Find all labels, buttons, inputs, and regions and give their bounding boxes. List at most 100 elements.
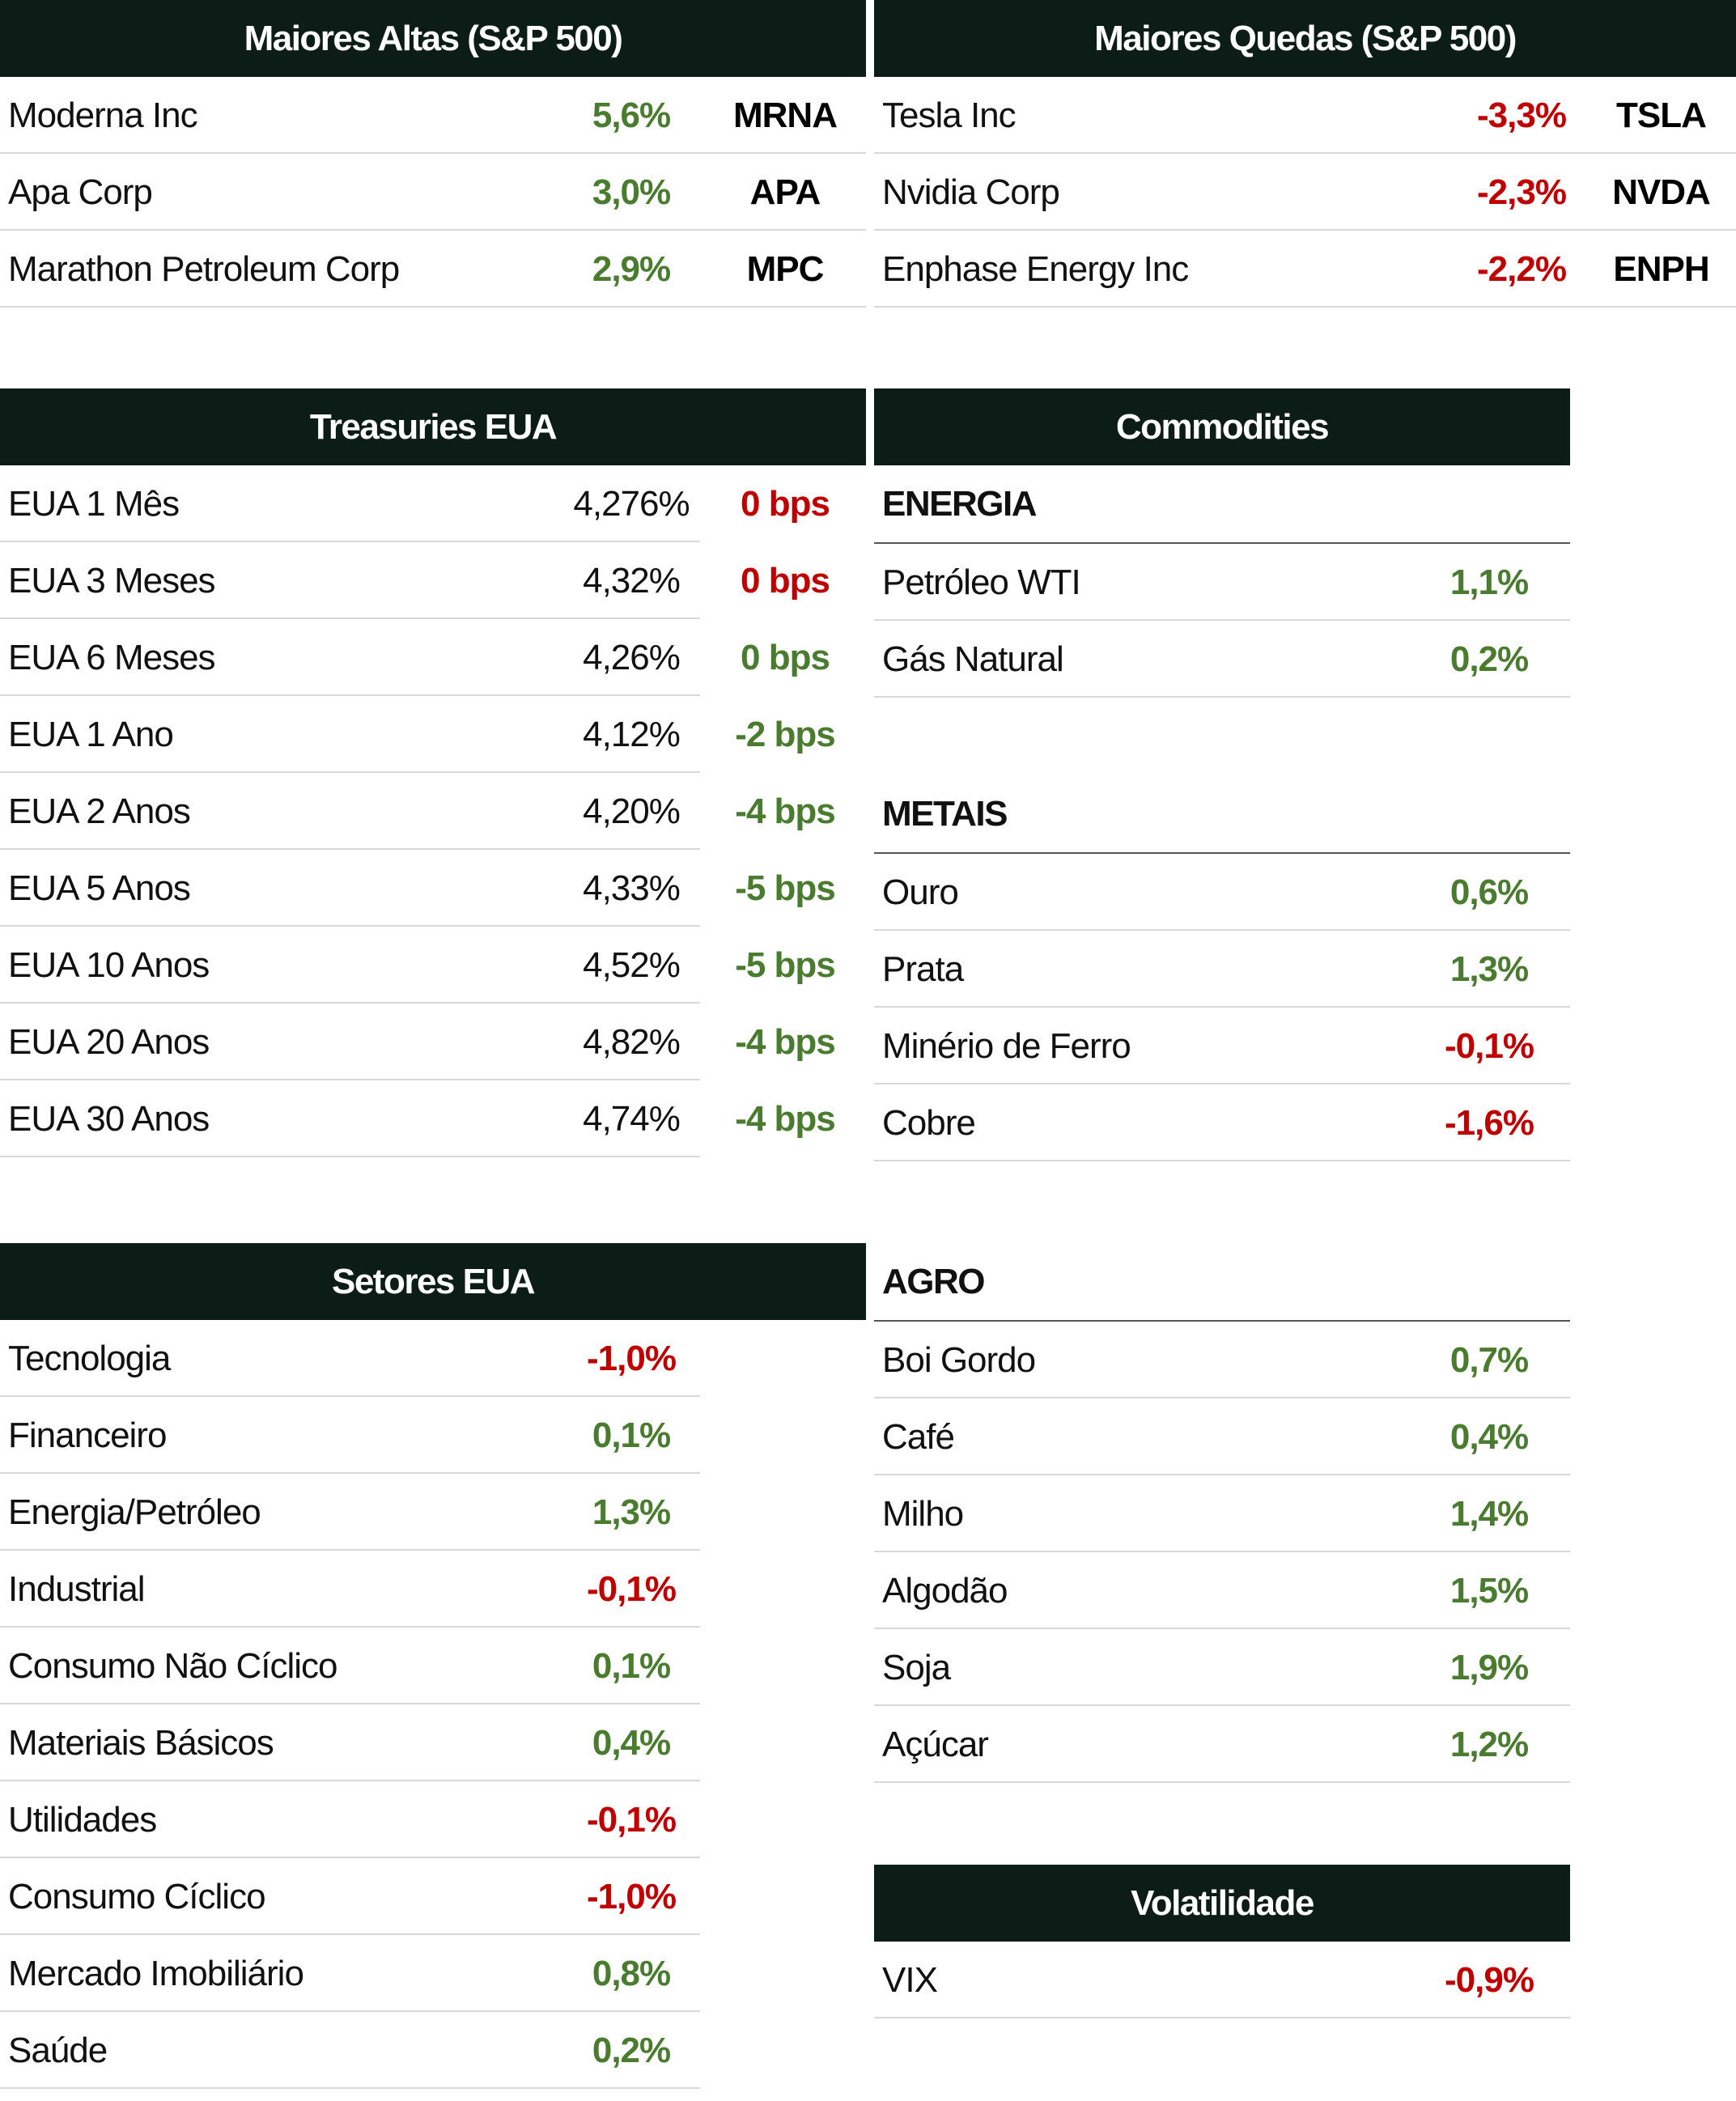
- ticker: TSLA: [1616, 95, 1707, 135]
- commodity-name: Algodão: [882, 1570, 1008, 1611]
- change-value: 0,7%: [1449, 1339, 1529, 1380]
- change-value: 5,6%: [592, 95, 671, 135]
- change-bps: -4 bps: [735, 791, 836, 831]
- gainers-title: Maiores Altas (S&P 500): [0, 0, 866, 77]
- gainers-panel: Maiores Altas (S&P 500) Moderna Inc 5,6%…: [0, 0, 866, 308]
- treasuries-title: Treasuries EUA: [0, 388, 866, 465]
- change-value: -1,0%: [587, 1876, 677, 1916]
- table-row: EUA 1 Mês 4,276% 0 bps: [0, 465, 830, 542]
- commodities-panel: Commodities ENERGIA Petróleo WTI 1,1% Gá…: [874, 388, 1570, 1161]
- table-row: EUA 20 Anos 4,82% -4 bps: [0, 1004, 836, 1080]
- table-row: Gás Natural 0,2%: [874, 621, 1570, 698]
- company-name: Tesla Inc: [882, 95, 1017, 135]
- table-row: Consumo Não Cíclico 0,1%: [0, 1628, 700, 1704]
- company-name: Nvidia Corp: [882, 172, 1060, 212]
- table-row: Soja 1,9%: [874, 1629, 1570, 1706]
- table-row: Café 0,4%: [874, 1399, 1570, 1475]
- table-row: Ouro 0,6%: [874, 854, 1570, 931]
- ticker: MRNA: [733, 95, 838, 135]
- commodity-name: Café: [882, 1416, 955, 1457]
- table-row: Consumo Cíclico -1,0%: [0, 1858, 700, 1935]
- table-row: VIX -0,9%: [874, 1942, 1570, 2018]
- table-row: Petróleo WTI 1,1%: [874, 544, 1570, 621]
- table-row: Apa Corp 3,0% APA: [0, 154, 866, 231]
- losers-title: Maiores Quedas (S&P 500): [874, 0, 1736, 77]
- change-bps: -5 bps: [735, 944, 836, 985]
- change-bps: 0 bps: [741, 483, 830, 524]
- table-row: Tecnologia -1,0%: [0, 1320, 700, 1397]
- table-row: Marathon Petroleum Corp 2,9% MPC: [0, 231, 866, 308]
- commodity-name: Soja: [882, 1647, 951, 1687]
- yield-value: 4,12%: [583, 714, 681, 754]
- table-row: Utilidades -0,1%: [0, 1781, 700, 1858]
- index-name: VIX: [882, 1959, 938, 2000]
- sector-name: Mercado Imobiliário: [8, 1953, 304, 1993]
- commodity-name: Petróleo WTI: [882, 562, 1081, 602]
- maturity-name: EUA 20 Anos: [8, 1021, 210, 1062]
- commodities-title: Commodities: [874, 388, 1570, 465]
- sector-name: Consumo Cíclico: [8, 1876, 266, 1916]
- sector-name: Financeiro: [8, 1415, 167, 1455]
- change-value: 0,8%: [592, 1953, 671, 1993]
- company-name: Marathon Petroleum Corp: [8, 248, 400, 289]
- sectors-title: Setores EUA: [0, 1243, 866, 1320]
- spacer: [874, 698, 1570, 775]
- treasuries-panel: Treasuries EUA EUA 1 Mês 4,276% 0 bps EU…: [0, 388, 866, 1157]
- maturity-name: EUA 2 Anos: [8, 791, 191, 831]
- company-name: Apa Corp: [8, 172, 153, 212]
- yield-value: 4,33%: [583, 868, 681, 908]
- yield-value: 4,52%: [583, 944, 681, 985]
- change-value: 1,3%: [1449, 949, 1529, 989]
- change-value: 1,9%: [1449, 1647, 1529, 1687]
- metals-section-label: METAIS: [874, 775, 1570, 854]
- change-bps: 0 bps: [741, 637, 830, 677]
- sector-name: Energia/Petróleo: [8, 1492, 261, 1532]
- sector-name: Utilidades: [8, 1799, 157, 1840]
- commodity-name: Cobre: [882, 1102, 976, 1143]
- maturity-name: EUA 1 Ano: [8, 714, 174, 754]
- ticker: APA: [749, 172, 821, 212]
- change-value: 0,1%: [592, 1415, 671, 1455]
- change-value: 0,1%: [592, 1645, 671, 1686]
- change-bps: 0 bps: [741, 560, 830, 601]
- maturity-name: EUA 6 Meses: [8, 637, 216, 677]
- table-row: Moderna Inc 5,6% MRNA: [0, 77, 866, 154]
- section-label: ENERGIA: [882, 483, 1037, 524]
- table-row: Açúcar 1,2%: [874, 1706, 1570, 1783]
- change-value: -1,6%: [1445, 1102, 1534, 1143]
- change-value: 1,5%: [1449, 1570, 1529, 1611]
- yield-value: 4,20%: [583, 791, 681, 831]
- table-row: Prata 1,3%: [874, 931, 1570, 1008]
- sectors-panel: Setores EUA Tecnologia -1,0% Financeiro …: [0, 1243, 866, 2089]
- change-bps: -4 bps: [735, 1098, 836, 1139]
- table-row: Nvidia Corp -2,3% NVDA: [874, 154, 1736, 231]
- losers-rows: Tesla Inc -3,3% TSLA Nvidia Corp -2,3% N…: [874, 77, 1736, 308]
- sector-name: Tecnologia: [8, 1338, 171, 1378]
- table-row: Industrial -0,1%: [0, 1551, 700, 1628]
- company-name: Enphase Energy Inc: [882, 248, 1189, 289]
- change-bps: -5 bps: [735, 868, 836, 908]
- ticker: NVDA: [1612, 172, 1711, 212]
- treasuries-rows: EUA 1 Mês 4,276% 0 bps EUA 3 Meses 4,32%…: [0, 465, 866, 1157]
- sector-name: Saúde: [8, 2030, 108, 2070]
- section-label: AGRO: [882, 1261, 986, 1301]
- table-row: EUA 3 Meses 4,32% 0 bps: [0, 542, 830, 619]
- ticker: MPC: [746, 248, 825, 289]
- sectors-rows: Tecnologia -1,0% Financeiro 0,1% Energia…: [0, 1320, 866, 2089]
- change-value: 0,4%: [592, 1722, 671, 1763]
- ticker: ENPH: [1613, 248, 1709, 289]
- section-label: METAIS: [882, 793, 1008, 834]
- table-row: EUA 10 Anos 4,52% -5 bps: [0, 927, 836, 1004]
- commodity-name: Ouro: [882, 872, 959, 912]
- table-row: Saúde 0,2%: [0, 2012, 700, 2089]
- change-value: 0,4%: [1449, 1416, 1529, 1457]
- table-row: Algodão 1,5%: [874, 1552, 1570, 1629]
- gainers-rows: Moderna Inc 5,6% MRNA Apa Corp 3,0% APA …: [0, 77, 866, 308]
- volatility-title: Volatilidade: [874, 1865, 1570, 1942]
- table-row: EUA 5 Anos 4,33% -5 bps: [0, 850, 836, 927]
- table-row: Minério de Ferro -0,1%: [874, 1008, 1570, 1084]
- commodity-name: Minério de Ferro: [882, 1025, 1131, 1066]
- change-value: 0,2%: [1449, 639, 1529, 679]
- sector-name: Industrial: [8, 1568, 146, 1609]
- change-bps: -2 bps: [735, 714, 836, 754]
